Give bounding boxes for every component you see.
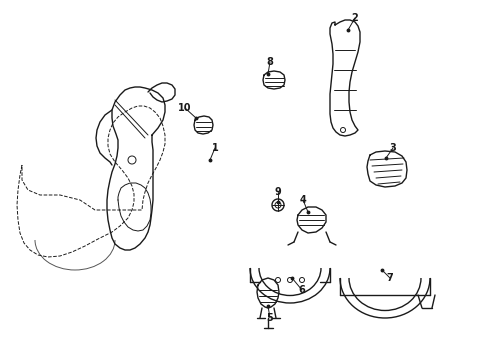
- Text: 1: 1: [212, 143, 219, 153]
- Text: 4: 4: [299, 195, 306, 205]
- Text: 5: 5: [267, 313, 273, 323]
- Text: 10: 10: [178, 103, 192, 113]
- Text: 9: 9: [274, 187, 281, 197]
- Text: 6: 6: [298, 285, 305, 295]
- Text: 2: 2: [352, 13, 358, 23]
- Text: 3: 3: [390, 143, 396, 153]
- Text: 8: 8: [267, 57, 273, 67]
- Text: 7: 7: [387, 273, 393, 283]
